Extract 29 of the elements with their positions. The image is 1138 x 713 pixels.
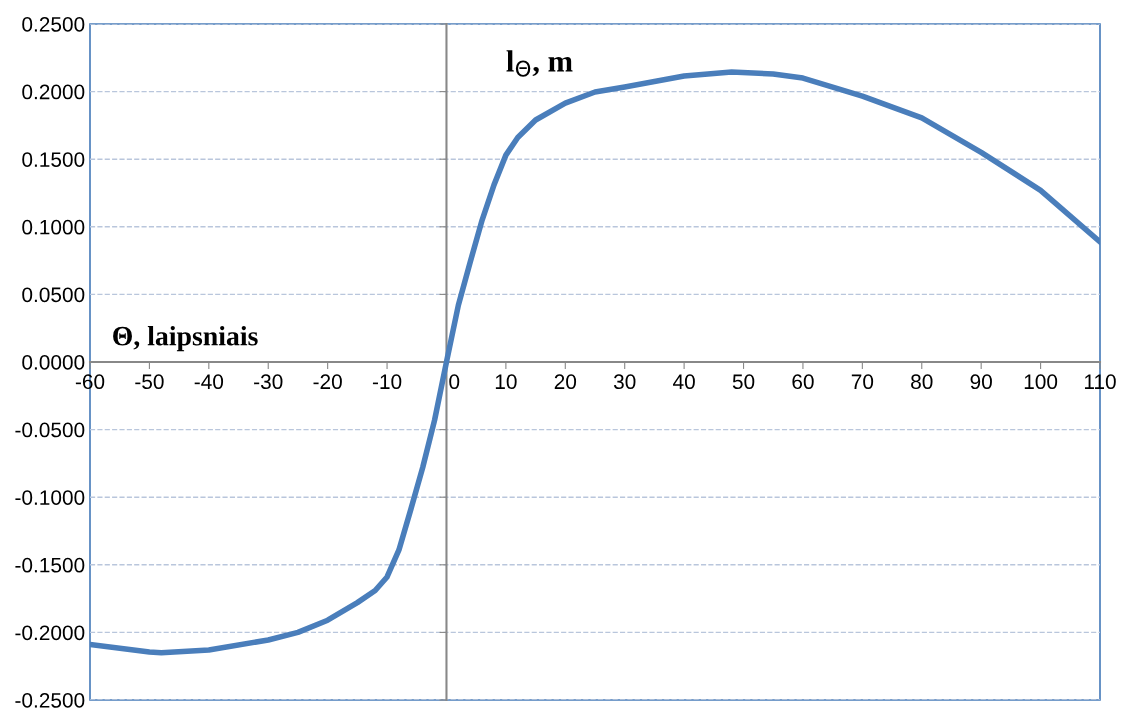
x-axis-title: Θ, laipsniais (113, 325, 258, 352)
x-tick-label: -10 (372, 374, 402, 390)
x-tick-label: 60 (792, 374, 814, 390)
y-tick-label: -0.2500 (15, 693, 85, 708)
x-tick-label: 10 (495, 374, 517, 390)
y-tick-label: -0.1000 (15, 490, 85, 505)
x-tick-label: 90 (970, 374, 992, 390)
x-tick-label: 50 (732, 374, 755, 390)
y-tick-label: 0.1500 (22, 152, 85, 167)
y-tick-label: -0.2000 (15, 625, 85, 641)
x-tick-label: 0 (449, 374, 460, 390)
x-tick-label: 70 (851, 374, 874, 390)
x-tick-label: -20 (313, 374, 342, 390)
x-tick-label: 80 (911, 374, 933, 390)
y-tick-label: -0.0500 (15, 422, 85, 438)
x-tick-label: -50 (135, 374, 164, 390)
y-tick-label: 0.0000 (22, 355, 85, 370)
x-tick-label: 20 (554, 374, 577, 390)
x-tick-label: -30 (254, 374, 283, 390)
x-tick-label: 40 (673, 374, 695, 390)
x-tick-label: 100 (1024, 374, 1058, 390)
x-tick-label: 30 (613, 374, 636, 390)
y-tick-label: 0.2500 (22, 17, 85, 32)
y-tick-label: -0.1500 (15, 557, 85, 573)
y-tick-label: 0.2000 (22, 84, 85, 100)
y-axis-title: l$_{Θ}$, m (506, 50, 573, 77)
y-tick-label: 0.1000 (22, 219, 85, 235)
x-tick-label: -40 (194, 374, 224, 390)
y-tick-label: 0.0500 (22, 287, 85, 303)
